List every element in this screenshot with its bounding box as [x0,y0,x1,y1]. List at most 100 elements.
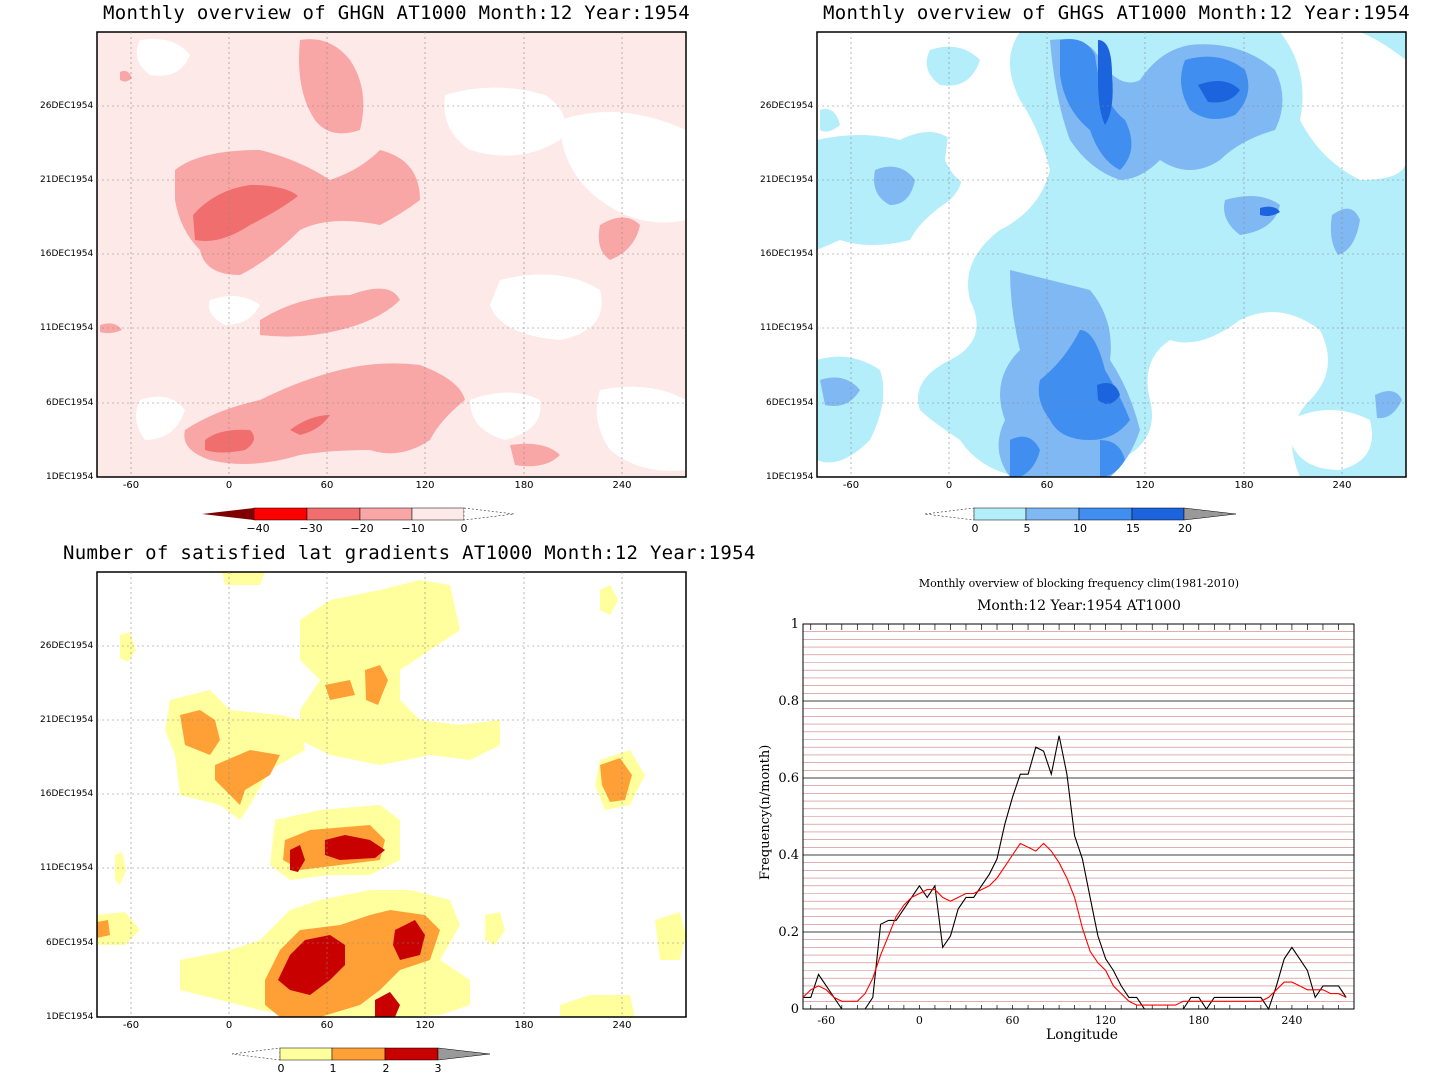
lat-band-c2 [97,920,110,938]
lat-colorbar-label: 1 [329,1062,337,1075]
lat-gridlines [97,572,686,1017]
ghgs-band-c2 [1330,208,1360,255]
lat-colorbar-seg [331,1047,386,1061]
ghgs-band-c2 [1224,196,1280,235]
ghgn-title: Monthly overview of GHGN AT1000 Month:12… [103,2,690,24]
lat-band-c3 [325,835,385,860]
ghgn-colorbar-label: −10 [401,522,425,535]
ghgn-colorbar-seg [463,507,515,521]
ghgn-band-c2 [598,217,640,260]
ghgs-band-c1 [926,46,980,86]
y-tick-label: 0.6 [778,771,799,786]
lat-colorbar-label: 3 [434,1062,442,1075]
ghgn-y-tick: 16DEC1954 [40,249,94,259]
lat-y-tick: 1DEC1954 [46,1012,94,1022]
ghgs-x-tick: 60 [1040,480,1054,491]
ghgn-colorbar-seg [359,507,413,521]
lat-y-tick: 26DEC1954 [40,641,94,651]
ghgn-colorbar-seg [411,507,465,521]
ghgs-band-c2 [1375,391,1402,419]
ghgn-band-c2 [510,443,560,467]
ghgn-colorbar-seg [306,507,361,521]
lat-y-tick: 6DEC1954 [46,938,94,948]
ghgn-y-tick: 26DEC1954 [40,101,94,111]
ghgs-y-tick: 26DEC1954 [760,101,814,111]
ghgs-y-tick: 16DEC1954 [760,249,814,259]
ghgn-colorbar-label: 0 [460,522,468,535]
chart-title: Monthly overview of blocking frequency c… [918,577,1240,590]
ghgn-colorbar-seg [253,507,308,521]
lat-band-c1 [300,580,500,765]
y-tick-label: 0.4 [778,848,799,863]
ghgn-band-c2 [120,70,132,82]
y-tick-label: 1 [791,617,799,632]
ghgn-x-tick: 120 [415,480,435,491]
x-tick-label: 180 [1188,1014,1209,1027]
lat-band-c1 [655,912,686,960]
lat-band-c3 [393,920,425,960]
ghgs-band-c3 [1060,39,1132,170]
y-tick-label: 0.2 [778,925,799,940]
ghgn-zero-area [444,87,565,156]
x-tick-label: 60 [1006,1014,1020,1027]
ghgs-band-c2 [874,166,915,205]
ghgn-band-c3 [290,415,330,435]
ghgn-y-tick: 1DEC1954 [46,472,94,482]
ghgn-panel: Monthly overview of GHGN AT1000 Month:12… [0,0,720,545]
lat-x-tick: -60 [122,1020,140,1031]
ghgs-band-c4 [1198,81,1240,103]
ghgs-band-c4 [1098,40,1113,125]
ghgn-band-c2 [184,363,465,464]
ghgs-band-c2 [820,377,860,406]
lat-band-c2 [600,758,632,802]
ghgn-colorbar-label: −30 [299,522,323,535]
ghgs-colorbar-label: 20 [1178,522,1192,535]
lat-y-tick: 11DEC1954 [40,863,94,873]
ghgn-x-tick: -60 [122,480,140,491]
ghgs-colorbar-seg [1025,507,1080,521]
ghgn-y-tick: 21DEC1954 [40,175,94,185]
lat-colorbar-seg [231,1047,281,1061]
ghgn-colorbar-label: −40 [246,522,270,535]
lat-x-tick: 0 [225,1020,233,1031]
lat-band-c1 [222,572,265,585]
ghgs-x-tick: -60 [842,480,860,491]
ghgs-band-c4 [1097,382,1120,404]
lat-y-tick: 21DEC1954 [40,715,94,725]
ghgs-y-tick: 6DEC1954 [766,398,814,408]
ghgs-band-c1 [820,109,840,132]
lat-colorbar-label: 2 [382,1062,390,1075]
blocking-chart-panel: Monthly overview of blocking frequency c… [720,545,1440,1091]
ghgs-colorbar-label: 10 [1073,522,1087,535]
y-tick-label: 0 [791,1002,799,1017]
ghgn-band-c3 [193,185,298,241]
lat-band-c2 [180,710,220,755]
blocking-line-chart: 0 0.2 0.4 0.6 0.8 1 -60 0 60 120 180 240 [778,617,1355,1027]
ghgs-x-tick: 180 [1234,480,1254,491]
ghgn-y-tick: 6DEC1954 [46,398,94,408]
ghgs-colorbar-seg [924,507,975,521]
lat-x-tick: 120 [415,1020,435,1031]
lat-frame [96,571,687,1018]
ghgn-zero-area [596,386,686,471]
ghgs-zero-area [1290,410,1372,470]
ghgn-band-c3 [205,429,254,453]
chart-subtitle: Month:12 Year:1954 AT1000 [977,598,1181,614]
lat-band-c1 [120,632,136,662]
ghgs-colorbar-label: 0 [971,522,979,535]
ghgs-y-tick: 11DEC1954 [760,323,814,333]
lat-colorbar-label: 0 [277,1062,285,1075]
ghgn-x-tick: 180 [514,480,534,491]
lat-x-tick: 240 [612,1020,632,1031]
lat-band-c1 [560,995,635,1017]
ghgs-band-c3 [1010,436,1040,477]
lat-panel: Number of satisfied lat gradients AT1000… [0,540,755,1091]
lat-band-c2 [325,680,355,700]
ghgn-band-c2 [260,288,400,337]
ghgs-panel: Monthly overview of GHGS AT1000 Month:12… [720,0,1440,545]
ghgs-frame [816,31,1407,478]
x-tick-label: -60 [817,1014,835,1027]
ghgn-colorbar-seg [202,508,254,520]
ghgn-band-c2 [299,39,364,134]
lat-title: Number of satisfied lat gradients AT1000… [63,542,756,564]
